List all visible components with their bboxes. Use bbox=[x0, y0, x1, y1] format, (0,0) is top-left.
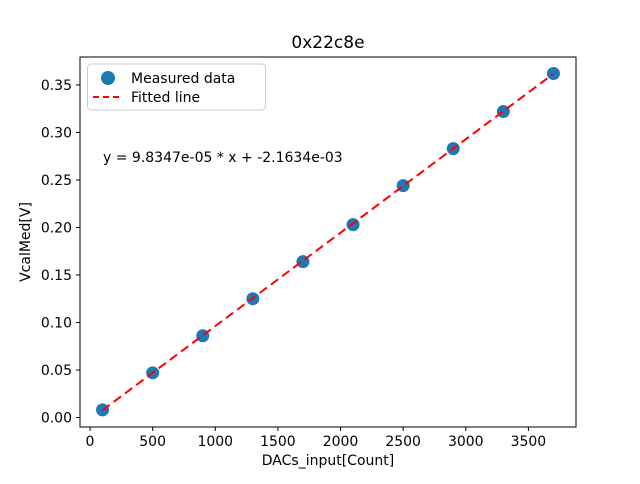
x-tick-label: 2000 bbox=[323, 434, 359, 450]
chart-title: 0x22c8e bbox=[291, 33, 364, 53]
fitted-line bbox=[101, 72, 555, 412]
x-tick-label: 500 bbox=[139, 434, 166, 450]
y-tick-label: 0.30 bbox=[41, 125, 72, 141]
data-point bbox=[546, 67, 560, 81]
x-tick-label: 3500 bbox=[511, 434, 547, 450]
y-tick-label: 0.15 bbox=[41, 268, 72, 284]
x-axis-label: DACs_input[Count] bbox=[262, 453, 394, 469]
y-tick-label: 0.25 bbox=[41, 173, 72, 189]
y-tick-label: 0.20 bbox=[41, 220, 72, 236]
y-tick-label: 0.10 bbox=[41, 315, 72, 331]
fit-equation-annotation: y = 9.8347e-05 * x + -2.1634e-03 bbox=[103, 150, 343, 166]
x-tick-label: 1000 bbox=[197, 434, 233, 450]
legend: Measured data Fitted line bbox=[87, 63, 266, 111]
plot-frame bbox=[79, 56, 577, 428]
data-point bbox=[346, 218, 360, 232]
y-tick-label: 0.35 bbox=[41, 78, 72, 94]
legend-marker-icon bbox=[101, 71, 115, 85]
x-tick-label: 1500 bbox=[260, 434, 296, 450]
y-tick-label: 0.00 bbox=[41, 410, 72, 426]
y-tick-label: 0.05 bbox=[41, 363, 72, 379]
legend-label-measured: Measured data bbox=[131, 71, 235, 87]
y-axis-label: VcalMed[V] bbox=[18, 202, 34, 282]
x-tick-label: 3000 bbox=[448, 434, 484, 450]
x-tick-label: 2500 bbox=[385, 434, 421, 450]
legend-label-fitted: Fitted line bbox=[131, 90, 200, 106]
legend-box bbox=[87, 63, 266, 111]
plot-render-layer: 0 500 1000 1500 2000 2500 3000 3500 0.00 0.05 0.10… bbox=[41, 56, 577, 450]
x-tick-label: 0 bbox=[86, 434, 95, 450]
